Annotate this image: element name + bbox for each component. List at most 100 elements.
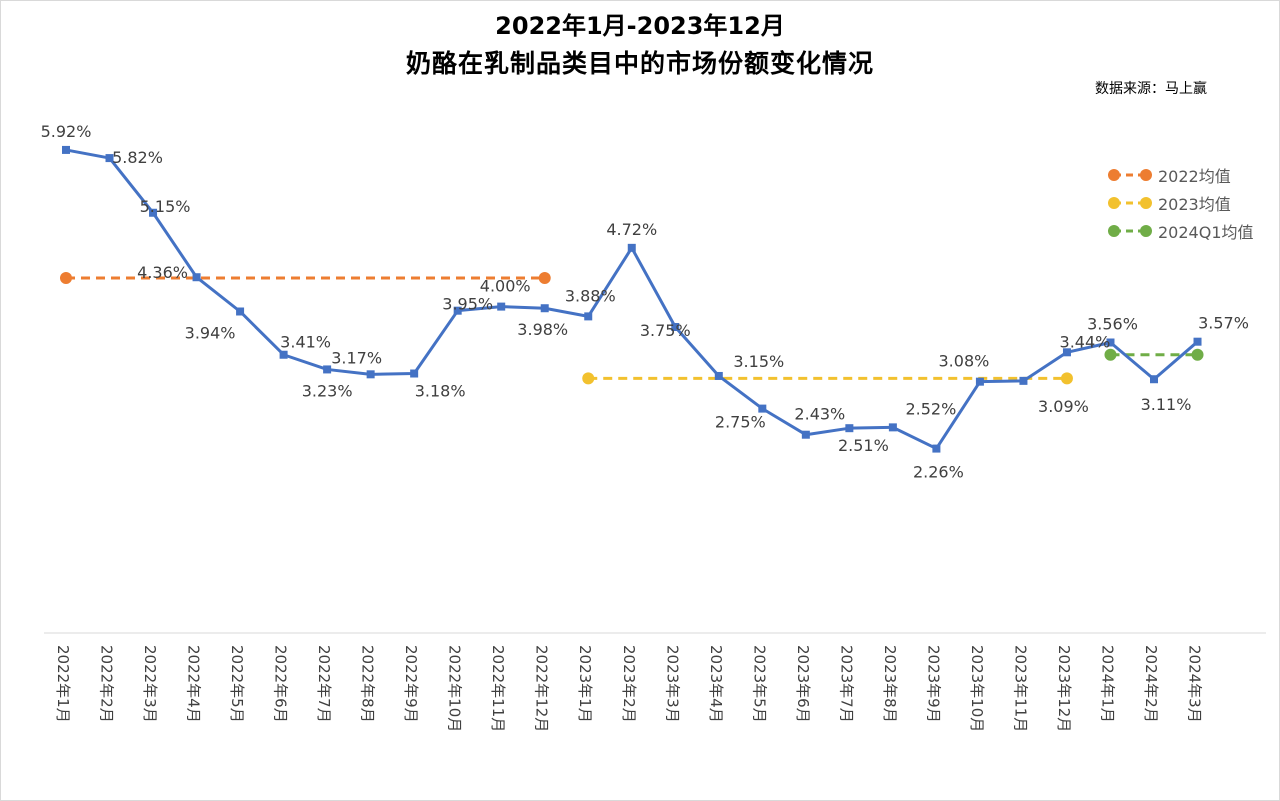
data-point — [105, 154, 114, 163]
data-label: 4.00% — [480, 277, 531, 296]
data-label: 2.51% — [838, 436, 889, 455]
data-label: 2.43% — [794, 405, 845, 424]
average-end-dot — [538, 272, 551, 285]
x-tick-label: 2022年9月 — [402, 645, 420, 723]
x-tick-label: 2022年4月 — [185, 645, 203, 723]
x-tick-label: 2023年3月 — [663, 645, 681, 723]
x-tick-label: 2023年11月 — [1011, 645, 1029, 732]
data-label: 3.94% — [185, 323, 236, 342]
data-point — [1193, 337, 1202, 346]
x-tick-label: 2023年10月 — [968, 645, 986, 732]
x-tick-label: 2024年1月 — [1098, 645, 1116, 723]
data-point — [149, 208, 158, 217]
data-label: 3.44% — [1060, 332, 1111, 351]
data-label: 3.57% — [1198, 314, 1249, 333]
data-point — [671, 323, 680, 331]
x-tick-label: 2023年6月 — [794, 645, 812, 723]
data-point — [584, 312, 593, 321]
data-label: 2.26% — [913, 463, 964, 482]
average-end-dot — [1060, 372, 1073, 385]
x-tick-label: 2024年2月 — [1142, 645, 1160, 723]
x-tick-label: 2022年2月 — [98, 645, 116, 723]
x-tick-label: 2022年10月 — [446, 645, 464, 732]
data-label: 3.75% — [640, 321, 691, 340]
x-tick-label: 2023年5月 — [750, 645, 768, 723]
data-label: 3.98% — [517, 320, 568, 339]
legend-item: 2022均值 — [1108, 163, 1231, 187]
data-label: 3.09% — [1038, 397, 1089, 416]
data-point — [540, 304, 549, 313]
x-tick-label: 2023年8月 — [881, 645, 899, 723]
data-label: 5.82% — [112, 148, 163, 167]
x-tick-label: 2022年3月 — [141, 645, 159, 723]
data-point — [497, 302, 506, 311]
data-point — [1062, 348, 1071, 357]
data-point — [366, 370, 375, 379]
data-point — [1106, 338, 1115, 347]
data-point — [627, 243, 636, 252]
legend-label: 2022均值 — [1158, 167, 1231, 186]
data-label: 3.23% — [302, 381, 353, 400]
data-label: 3.08% — [939, 352, 990, 371]
data-label: 3.95% — [442, 295, 493, 314]
data-label: 5.92% — [41, 122, 92, 141]
data-point — [888, 423, 897, 432]
x-tick-label: 2022年5月 — [228, 645, 246, 723]
x-tick-label: 2023年9月 — [924, 645, 942, 723]
data-point — [758, 404, 767, 413]
data-label: 3.41% — [280, 333, 331, 352]
data-label: 2.52% — [905, 399, 956, 418]
data-point — [975, 377, 984, 386]
data-label: 4.72% — [606, 220, 657, 239]
x-tick-label: 2022年12月 — [533, 645, 551, 732]
x-tick-label: 2023年1月 — [576, 645, 594, 723]
chart-title: 2022年1月-2023年12月 — [495, 12, 785, 40]
average-end-dot — [1191, 348, 1204, 361]
data-label: 3.56% — [1087, 315, 1138, 334]
data-point — [1019, 376, 1028, 385]
data-label: 3.18% — [415, 382, 466, 401]
x-tick-label: 2023年2月 — [620, 645, 638, 723]
data-label: 3.17% — [331, 348, 382, 367]
x-tick-label: 2022年1月 — [54, 645, 72, 723]
legend-swatch — [1108, 197, 1152, 209]
data-point — [845, 424, 854, 433]
legend-label: 2024Q1均值 — [1158, 223, 1254, 242]
x-tick-label: 2022年7月 — [315, 645, 333, 723]
data-point — [62, 145, 70, 154]
data-point — [410, 369, 419, 378]
chart-subtitle: 奶酪在乳制品类目中的市场份额变化情况 — [405, 49, 874, 78]
average-start-dot — [582, 372, 595, 385]
data-label: 2.75% — [715, 413, 766, 432]
data-point — [323, 365, 332, 374]
data-point — [279, 350, 288, 359]
data-point — [714, 371, 723, 380]
legend-item: 2023均值 — [1108, 191, 1231, 215]
x-tick-label: 2022年8月 — [359, 645, 377, 723]
legend-item: 2024Q1均值 — [1108, 219, 1254, 243]
legend-swatch — [1108, 169, 1152, 181]
x-tick-label: 2022年11月 — [489, 645, 507, 732]
legend-swatch — [1108, 225, 1152, 237]
series-line — [65, 148, 1199, 451]
data-label: 3.11% — [1141, 395, 1192, 414]
average-start-dot — [60, 272, 72, 285]
data-point — [1150, 375, 1158, 384]
x-tick-label: 2023年4月 — [707, 645, 725, 723]
x-tick-label: 2023年12月 — [1055, 645, 1073, 732]
data-label: 3.15% — [733, 352, 784, 371]
data-point — [192, 273, 201, 282]
data-point — [932, 444, 941, 453]
data-label: 4.36% — [137, 263, 188, 282]
legend-label: 2023均值 — [1158, 195, 1231, 214]
x-tick-label: 2024年3月 — [1186, 645, 1204, 723]
x-tick-label: 2023年7月 — [837, 645, 855, 723]
data-label: 3.88% — [565, 286, 616, 305]
data-point — [801, 430, 810, 439]
data-label: 5.15% — [140, 197, 191, 216]
average-start-dot — [1104, 348, 1117, 361]
x-tick-label: 2022年6月 — [272, 645, 290, 723]
data-point — [453, 306, 462, 315]
